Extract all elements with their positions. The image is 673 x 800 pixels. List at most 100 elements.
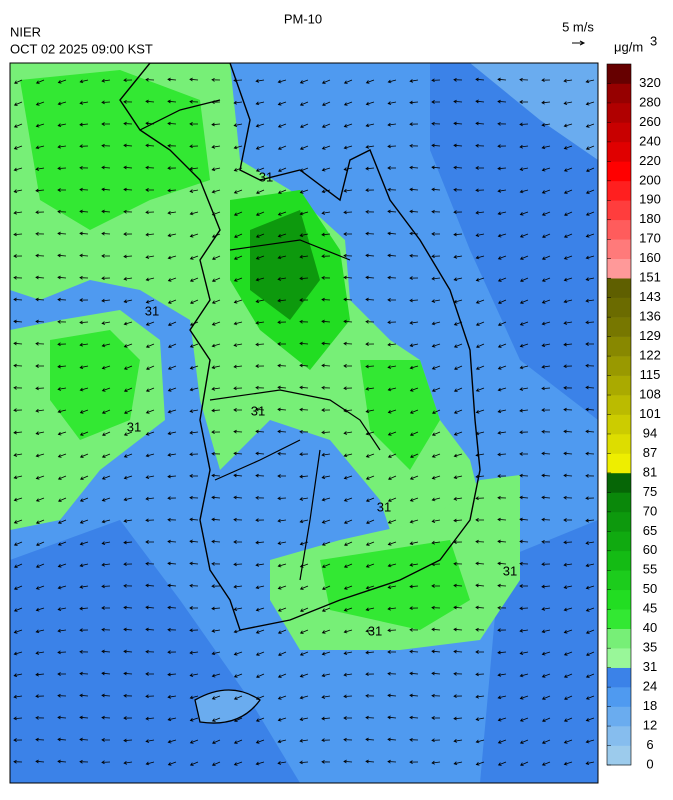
color-band — [607, 317, 631, 337]
color-band — [607, 589, 631, 610]
wind-arrow — [79, 519, 89, 524]
wind-arrow — [101, 321, 111, 325]
wind-arrow — [475, 210, 485, 215]
wind-arrow — [475, 233, 485, 237]
wind-arrow — [541, 255, 551, 260]
wind-arrow — [365, 693, 375, 698]
wind-arrow — [79, 541, 89, 546]
wind-arrow — [343, 651, 353, 655]
wind-arrow — [343, 607, 353, 612]
map-frame — [9, 62, 599, 784]
wind-arrow — [233, 78, 243, 83]
wind-arrow — [211, 495, 221, 500]
wind-arrow — [145, 99, 155, 104]
wind-arrow — [233, 695, 243, 700]
datetime: OCT 02 2025 09:00 KST — [10, 41, 153, 56]
wind-arrow — [124, 409, 133, 414]
wind-arrow — [79, 298, 89, 302]
wind-arrow — [277, 145, 287, 150]
wind-arrow — [497, 495, 507, 500]
wind-arrow — [409, 649, 419, 654]
colorbar-label: 200 — [639, 172, 661, 187]
wind-arrow — [189, 189, 199, 193]
wind-arrow — [35, 167, 45, 171]
wind-arrow — [123, 187, 133, 192]
wind-arrow — [541, 299, 551, 304]
wind-arrow — [123, 605, 133, 610]
wind-arrow — [431, 165, 441, 170]
wind-arrow — [145, 409, 155, 414]
wind-arrow — [233, 100, 243, 105]
wind-arrow — [365, 101, 375, 106]
wind-arrow — [35, 341, 45, 346]
wind-arrow — [79, 253, 89, 258]
wind-arrow — [497, 255, 507, 260]
wind-arrow — [585, 585, 595, 590]
wind-arrow — [145, 540, 154, 544]
wind-arrow — [101, 143, 111, 148]
wind-arrow — [13, 101, 23, 106]
wind-arrow — [35, 275, 45, 280]
wind-arrow — [585, 211, 595, 216]
colorbar-label: 40 — [643, 620, 657, 635]
wind-arrow — [541, 78, 551, 83]
wind-arrow — [431, 605, 441, 610]
wind-arrow — [167, 717, 177, 722]
wind-arrow — [431, 540, 441, 545]
colorbar-label: 65 — [643, 523, 657, 538]
colorbar-label: 6 — [646, 737, 653, 752]
wind-arrow — [497, 605, 507, 610]
wind-arrow — [145, 299, 155, 304]
wind-arrow — [365, 275, 375, 280]
wind-arrow — [541, 277, 551, 282]
wind-arrow — [101, 475, 111, 480]
wind-arrow — [365, 759, 375, 764]
wind-arrow — [475, 694, 485, 699]
color-band — [607, 258, 631, 279]
contour-label: 31 — [377, 499, 391, 514]
wind-arrow — [13, 167, 23, 172]
wind-arrow — [277, 298, 287, 303]
wind-arrow — [321, 519, 331, 524]
wind-arrow — [497, 673, 507, 677]
wind-arrow — [123, 78, 133, 83]
wind-arrow — [145, 321, 155, 326]
wind-arrow — [277, 233, 287, 238]
wind-arrow — [211, 189, 221, 194]
wind-arrow — [101, 209, 111, 214]
wind-arrow — [476, 343, 485, 348]
wind-arrow — [79, 759, 89, 764]
wind-arrow — [13, 453, 23, 457]
wind-arrow — [409, 562, 419, 567]
wind-arrow — [278, 167, 287, 172]
wind-arrow — [475, 277, 485, 282]
wind-arrow — [387, 650, 396, 654]
wind-arrow — [519, 122, 529, 127]
wind-arrow — [101, 343, 111, 348]
wind-arrow — [585, 717, 595, 722]
wind-arrow — [299, 629, 309, 634]
wind-arrow — [475, 539, 485, 544]
wind-arrow — [255, 473, 265, 478]
wind-arrow — [277, 189, 287, 194]
wind-arrow — [343, 585, 353, 590]
wind-arrow — [211, 408, 221, 413]
wind-arrow — [365, 145, 375, 149]
wind-arrow — [563, 255, 573, 260]
wind-arrow — [123, 232, 133, 236]
wind-arrow — [79, 79, 89, 84]
wind-arrow — [321, 408, 331, 412]
wind-arrow — [35, 319, 45, 324]
wind-arrow — [299, 519, 309, 524]
wind-arrow — [79, 231, 89, 236]
color-band — [607, 472, 631, 493]
wind-arrow — [497, 365, 507, 370]
wind-arrow — [255, 563, 265, 567]
wind-arrow — [256, 673, 265, 678]
color-band — [607, 278, 631, 298]
wind-arrow — [233, 673, 243, 678]
wind-arrow — [255, 101, 265, 106]
wind-arrow — [277, 385, 287, 390]
wind-arrow — [190, 299, 199, 304]
wind-arrow — [57, 188, 66, 192]
